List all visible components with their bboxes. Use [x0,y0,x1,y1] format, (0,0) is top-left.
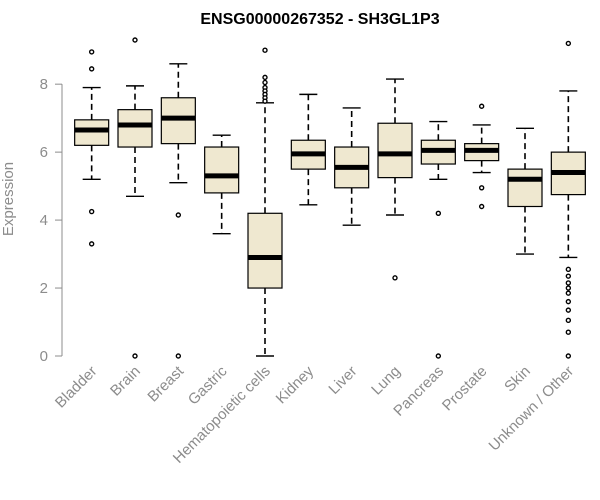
outlier-point [565,317,572,324]
box-body [507,168,543,208]
category-label: Kidney [273,362,318,407]
box-group [377,78,413,281]
y-tick-label: 0 [40,348,48,365]
outlier-point [132,353,138,359]
outlier-point [565,280,572,286]
outlier-point [565,307,572,313]
box-body [117,109,153,148]
outlier-point [262,74,268,81]
outlier-point [262,79,268,86]
box-group [160,63,196,359]
category-label: Brain [107,363,144,400]
outlier-point [565,273,572,279]
outlier-point [435,353,442,359]
y-tick-label: 2 [40,280,48,297]
box-group [334,107,370,226]
y-axis-label: Expression [0,162,17,236]
category-label: Bladder [52,363,101,412]
box-group [204,134,240,235]
box-group [464,103,500,210]
box-group [290,93,326,206]
outlier-point [565,290,572,296]
outlier-point [175,353,182,359]
outlier-point [175,212,182,218]
chart-title: ENSG00000267352 - SH3GL1P3 [200,11,439,28]
outlier-point [565,285,572,291]
outlier-point [565,353,572,359]
y-tick-label: 6 [40,144,48,161]
category-label: Lung [368,363,404,399]
box-group [507,127,543,255]
outlier-point [478,103,485,109]
category-label: Prostate [439,363,491,415]
outlier-point [88,208,95,215]
y-axis: 0 2 4 6 8 [40,76,63,365]
box-group [247,47,283,357]
outlier-point [88,66,95,72]
y-tick-label: 8 [40,76,48,93]
category-label: Liver [325,363,360,398]
boxes-layer [74,37,586,359]
outlier-point [478,185,485,191]
category-label: Skin [501,363,534,396]
outlier-point [262,47,268,53]
outlier-point [392,275,398,281]
box-body [204,146,240,194]
box-body [377,122,413,179]
box-body [160,97,196,145]
outlier-point [132,37,138,43]
outlier-point [565,298,572,305]
box-body [74,119,110,146]
box-body [247,212,283,289]
outlier-point [565,266,572,273]
box-group [420,120,456,359]
outlier-point [88,241,95,247]
outlier-point [565,40,572,47]
outlier-point [478,203,485,210]
box-group [117,37,153,359]
y-tick-label: 4 [40,212,48,229]
box-group [550,40,586,359]
outlier-point [88,49,95,55]
box-group [74,49,110,247]
outlier-point [262,98,268,104]
category-label: Breast [144,362,187,405]
outlier-point [565,329,572,335]
outlier-point [435,210,442,216]
